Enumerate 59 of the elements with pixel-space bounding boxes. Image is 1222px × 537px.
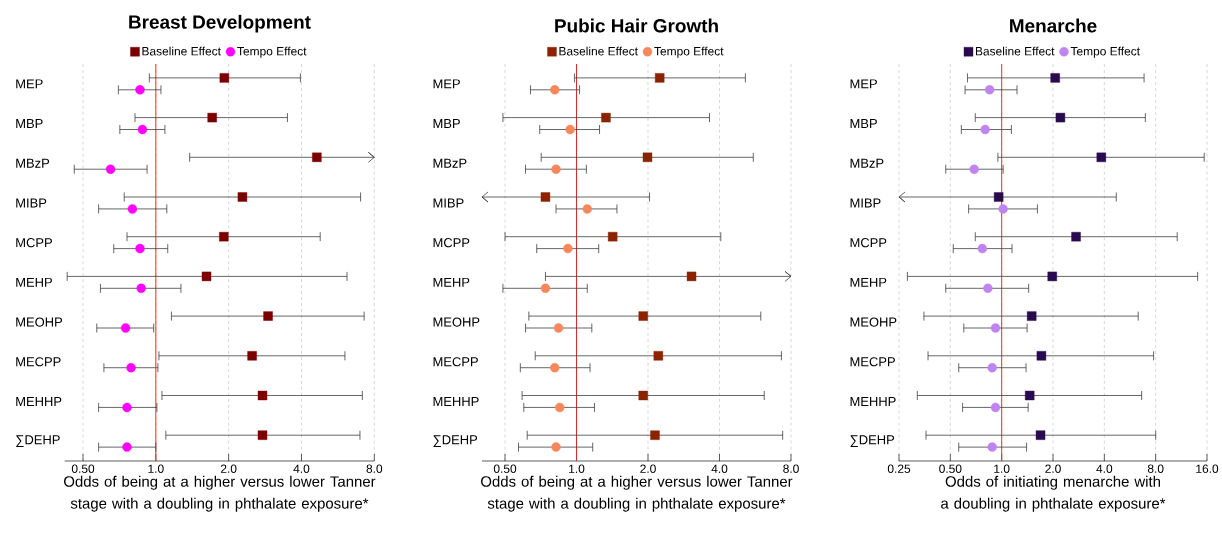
legend-label: Tempo Effect (237, 46, 307, 58)
x-axis-title: Odds of being at a higher versus lower Tanner stage with a doubling in phthalate exposure* (481, 475, 793, 512)
legend-label: Baseline Effect (559, 46, 638, 56)
y-tick-label: MEHHP (16, 397, 62, 406)
y-tick-label: MECPP (433, 357, 478, 367)
y-tick-label: MBP (16, 119, 43, 129)
x-tick-label: 4.0 (711, 464, 728, 473)
y-tick-label: MEHP (433, 277, 470, 287)
x-tick-label: 4.0 (1096, 464, 1113, 473)
x-axis-title: Odds of initiating menarche with a doubling in phthalate exposure* (941, 475, 1166, 512)
y-tick-label: MEHHP (433, 397, 479, 406)
y-tick-label: MEOHP (850, 317, 897, 327)
y-tick-label: MEP (16, 79, 43, 89)
y-tick-label: MBzP (850, 158, 884, 168)
y-tick-label: MECPP (850, 357, 895, 367)
y-tick-label: MEHP (850, 277, 887, 287)
legend-label: Tempo Effect (1070, 46, 1140, 58)
y-tick-label: ∑DEHP (850, 435, 895, 447)
x-tick-label: 8.0 (366, 464, 383, 473)
x-tick-label: 4.0 (293, 464, 310, 473)
y-tick-label: MIBP (16, 198, 47, 208)
x-tick-label: 1.0 (569, 464, 585, 473)
y-tick-label: ∑DEHP (433, 435, 478, 447)
y-tick-label: MBP (850, 119, 877, 129)
y-tick-label: MEOHP (16, 317, 63, 327)
x-tick-label: 2.0 (220, 464, 237, 473)
chart-title: Breast Development (129, 14, 311, 33)
y-tick-label: MBP (433, 119, 460, 129)
y-tick-label: ∑DEHP (16, 435, 60, 447)
x-tick-label: 0.25 (887, 464, 911, 473)
legend-label: Baseline Effect (142, 46, 221, 56)
x-axis-title: Odds of being at a higher versus lower Tanner stage with a doubling in phthalate exposure* (64, 475, 376, 512)
y-tick-label: MEP (433, 79, 460, 89)
y-tick-label: MEP (850, 79, 877, 89)
y-tick-label: MIBP (433, 198, 464, 208)
y-tick-label: MEHHP (850, 397, 896, 406)
y-tick-label: MCPP (16, 238, 52, 248)
x-tick-label: 2.0 (1045, 464, 1061, 473)
x-tick-label: 2.0 (640, 464, 656, 473)
x-tick-label: 8.0 (1147, 464, 1164, 473)
x-tick-label: 0.50 (71, 464, 95, 473)
x-tick-label: 0.50 (939, 464, 962, 473)
legend-label: Baseline Effect (975, 46, 1055, 56)
x-tick-label: 0.50 (493, 464, 517, 473)
chart-title: Menarche (1010, 18, 1097, 33)
y-tick-label: MEOHP (433, 317, 480, 327)
y-tick-label: MEHP (16, 277, 52, 287)
chart-title: Pubic Hair Growth (555, 18, 718, 33)
y-tick-label: MCPP (433, 238, 470, 248)
x-tick-label: 1.0 (994, 464, 1010, 473)
x-tick-label: 16.0 (1196, 464, 1219, 473)
y-tick-label: MBzP (16, 158, 50, 168)
y-tick-label: MECPP (16, 357, 61, 367)
y-tick-label: MIBP (850, 198, 881, 208)
legend-label: Tempo Effect (654, 46, 724, 58)
x-tick-label: 1.0 (148, 464, 164, 473)
y-tick-label: MCPP (850, 238, 887, 248)
x-tick-label: 8.0 (783, 464, 799, 473)
y-tick-label: MBzP (433, 158, 467, 168)
